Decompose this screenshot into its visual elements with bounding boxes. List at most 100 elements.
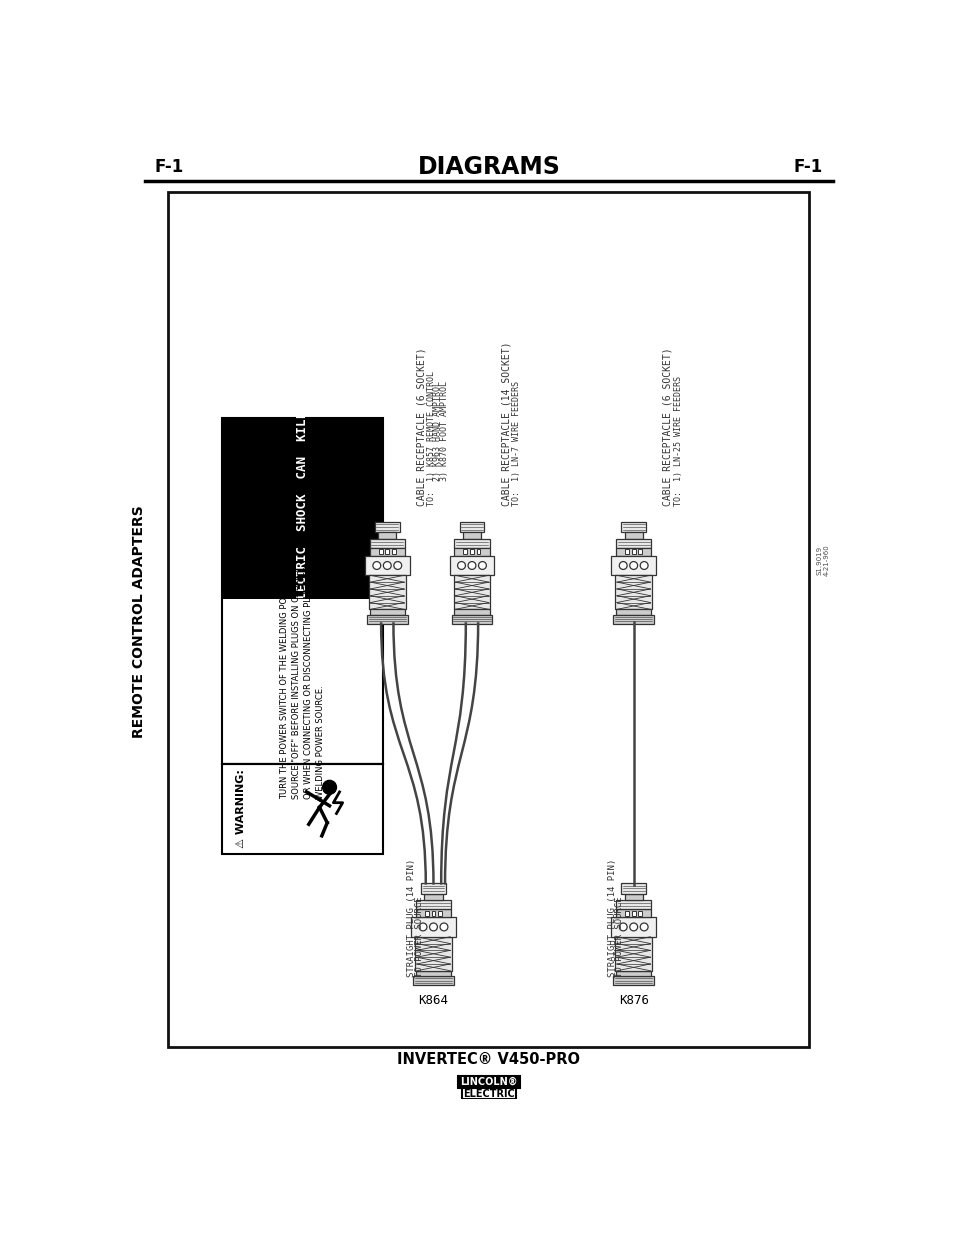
Bar [615,576,651,609]
Circle shape [394,562,401,569]
Bar [631,910,635,916]
Text: INVERTEC® V450-PRO: INVERTEC® V450-PRO [397,1052,579,1067]
Text: TO:  1) LN-7 WIRE FEEDERS: TO: 1) LN-7 WIRE FEEDERS [512,382,520,506]
Text: TO POWER SOURCE: TO POWER SOURCE [415,897,424,977]
Bar [375,521,399,532]
Text: CABLE RECEPTACLE (14 SOCKET): CABLE RECEPTACLE (14 SOCKET) [500,342,511,506]
Text: F-1: F-1 [154,158,184,177]
Circle shape [639,923,647,931]
Text: K876: K876 [618,994,648,1007]
Bar [454,609,489,615]
Bar [416,900,451,909]
Bar [424,910,429,916]
Bar [377,532,396,538]
Bar [369,548,404,556]
Bar [415,937,452,971]
Bar [431,910,435,916]
Bar [416,971,451,976]
Text: STRAIGHT PLUG (14 PIN): STRAIGHT PLUG (14 PIN) [407,860,416,977]
Bar [378,550,382,555]
Bar [413,976,454,986]
Bar [463,550,467,555]
Bar [221,417,383,764]
Bar [638,910,641,916]
Text: STRAIGHT PLUG (14 PIN): STRAIGHT PLUG (14 PIN) [607,860,616,977]
Text: TURN THE POWER SWITCH OF THE WELDING POWER
SOURCE "OFF" BEFORE INSTALLING PLUGS : TURN THE POWER SWITCH OF THE WELDING POW… [280,564,324,799]
Circle shape [629,562,637,569]
Bar [451,615,492,624]
Circle shape [457,562,465,569]
Bar [411,918,456,937]
Text: TO POWER SOURCE: TO POWER SOURCE [615,897,623,977]
Text: S1.9019: S1.9019 [816,546,821,574]
Bar [638,550,641,555]
Bar [420,883,445,894]
Bar [616,609,651,615]
Circle shape [429,923,437,931]
Bar [624,550,628,555]
Bar [437,910,441,916]
Text: ELECTRIC: ELECTRIC [462,1089,515,1099]
Bar [616,909,651,918]
Circle shape [639,562,647,569]
Circle shape [618,923,626,931]
Bar [613,615,654,624]
Bar [620,521,645,532]
Circle shape [439,923,447,931]
Circle shape [468,562,476,569]
Bar [616,548,651,556]
Bar [449,556,494,576]
Bar [365,556,409,576]
Bar [392,550,395,555]
Text: CABLE RECEPTACLE (6 SOCKET): CABLE RECEPTACLE (6 SOCKET) [662,347,672,506]
Text: TO:  1) K857 REMOTE CONTROL: TO: 1) K857 REMOTE CONTROL [427,372,436,506]
Bar [424,894,442,900]
Bar [459,521,484,532]
Bar [616,971,651,976]
Text: TO:  1) LN-25 WIRE FEEDERS: TO: 1) LN-25 WIRE FEEDERS [673,377,682,506]
Bar [416,909,451,918]
Text: 2) K963 HAND AMPTROL: 2) K963 HAND AMPTROL [433,382,442,506]
Bar [616,538,651,548]
Bar [624,910,628,916]
Bar [454,576,490,609]
Circle shape [629,923,637,931]
Bar [461,1088,516,1099]
Text: ELECTRIC  SHOCK  CAN  KILL: ELECTRIC SHOCK CAN KILL [295,411,309,606]
Circle shape [373,562,380,569]
Bar [470,550,474,555]
Bar [611,556,656,576]
Text: ⚠ WARNING:: ⚠ WARNING: [235,769,246,848]
Bar [454,548,489,556]
Bar [385,550,389,555]
Text: 3) K870 FOOT AMPTROL: 3) K870 FOOT AMPTROL [439,382,448,506]
Bar [221,764,383,855]
Circle shape [383,562,391,569]
Text: REMOTE CONTROL ADAPTERS: REMOTE CONTROL ADAPTERS [132,505,146,739]
Bar [615,937,651,971]
Text: F-1: F-1 [793,158,822,177]
Bar [476,550,480,555]
Bar [462,532,480,538]
Bar [624,532,642,538]
Circle shape [478,562,486,569]
Bar [454,538,489,548]
Circle shape [618,562,626,569]
Bar [369,538,404,548]
Text: LINCOLN®: LINCOLN® [459,1077,517,1087]
Bar [620,883,645,894]
Text: K864: K864 [418,994,448,1007]
Bar [611,918,656,937]
Bar [631,550,635,555]
Bar [457,1076,519,1088]
Bar [369,609,404,615]
Text: DIAGRAMS: DIAGRAMS [417,156,559,179]
Circle shape [418,923,427,931]
Bar [367,615,407,624]
Bar [221,417,383,599]
Bar [369,576,405,609]
Circle shape [322,781,336,794]
Bar [616,900,651,909]
Bar [624,894,642,900]
Bar [168,193,808,1047]
